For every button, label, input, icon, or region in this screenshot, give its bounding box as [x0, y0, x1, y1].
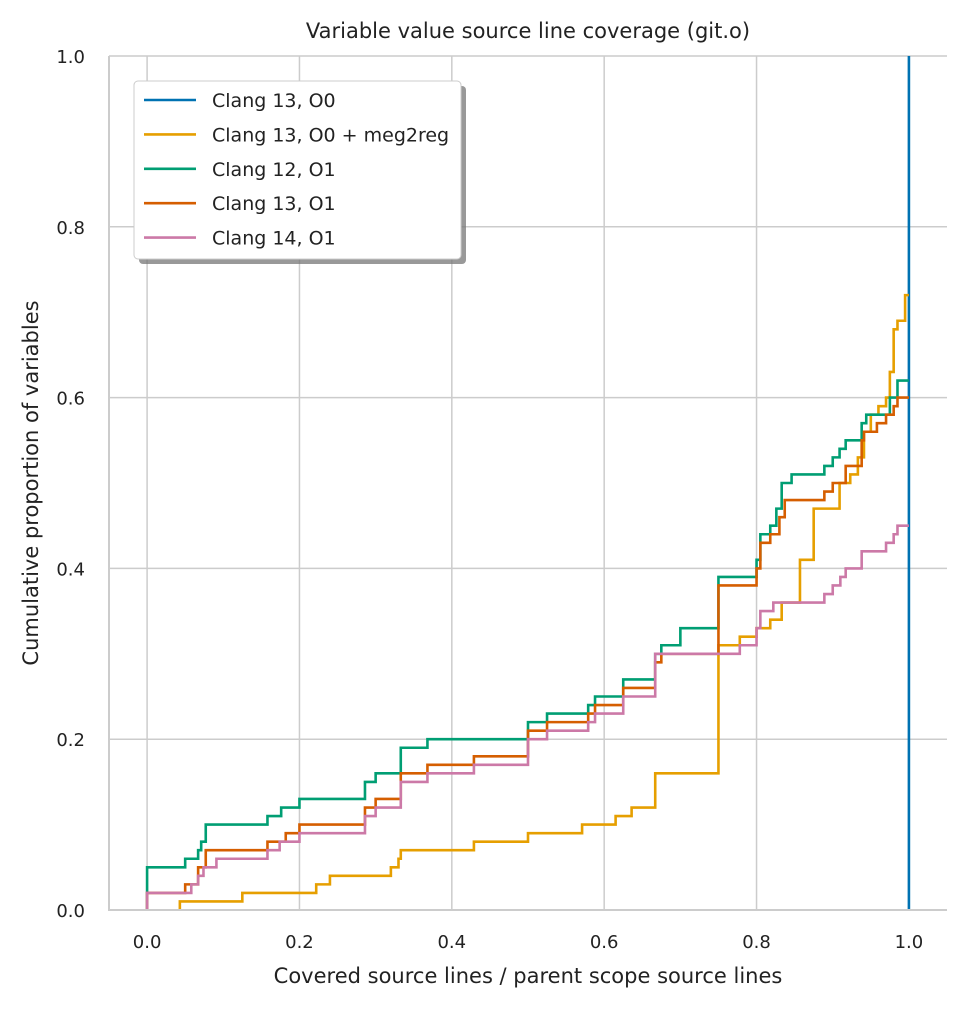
y-tick-label: 1.0: [56, 47, 85, 68]
y-tick-label: 0.8: [56, 218, 85, 239]
legend: Clang 13, O0 Clang 13, O0 + meg2reg Clang …: [133, 80, 466, 264]
tick-labels: 0.0 0.2 0.4 0.6 0.8 1.0 0.0 0.2 0.4 0.6 0.8 1.0: [56, 47, 923, 953]
axes: [108, 56, 947, 911]
series-group: [145, 56, 911, 910]
x-tick-label: 0.4: [437, 932, 466, 953]
series-line-5: [145, 524, 909, 910]
legend-label-3: Clang 12, O1: [212, 159, 336, 181]
legend-label-5: Clang 14, O1: [212, 228, 336, 250]
series-line-3: [145, 379, 909, 910]
x-tick-label: 1.0: [895, 932, 924, 953]
y-tick-label: 0.2: [56, 730, 85, 751]
legend-label-4: Clang 13, O1: [212, 193, 336, 215]
x-tick-label: 0.6: [590, 932, 619, 953]
y-tick-label: 0.6: [56, 389, 85, 410]
legend-label-2: Clang 13, O0 + meg2reg: [212, 124, 449, 146]
x-tick-label: 0.2: [285, 932, 314, 953]
y-tick-label: 0.0: [56, 901, 85, 922]
x-axis-label: Covered source lines / parent scope sour…: [274, 964, 783, 988]
x-tick-label: 0.8: [742, 932, 771, 953]
y-axis-label: Cumulative proportion of variables: [19, 300, 43, 665]
x-tick-label: 0.0: [133, 932, 162, 953]
legend-box: [133, 80, 462, 260]
chart-title: Variable value source line coverage (git…: [306, 19, 750, 43]
legend-label-1: Clang 13, O0: [212, 90, 336, 112]
y-tick-label: 0.4: [56, 559, 85, 580]
